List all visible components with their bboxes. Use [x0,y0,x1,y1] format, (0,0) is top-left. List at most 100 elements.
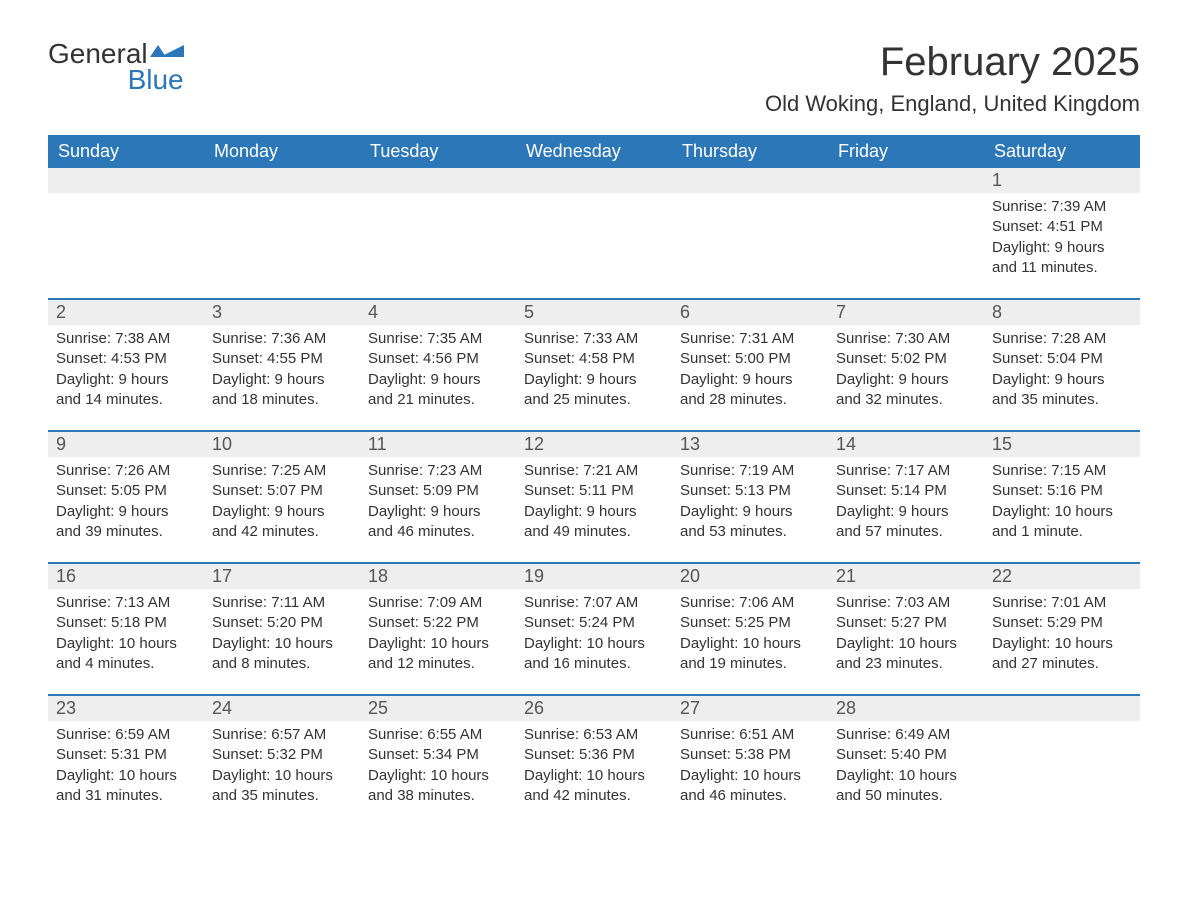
day-number-cell: 12 [516,431,672,457]
weekday-header: Friday [828,135,984,168]
location: Old Woking, England, United Kingdom [765,91,1140,117]
sunset-text: Sunset: 5:05 PM [56,481,196,501]
day-number-cell: 7 [828,299,984,325]
day-details-row: Sunrise: 7:39 AMSunset: 4:51 PMDaylight:… [48,193,1140,299]
sunset-text: Sunset: 5:20 PM [212,613,352,633]
day-number-cell [204,168,360,193]
sunrise-text: Sunrise: 7:03 AM [836,593,976,613]
calendar-table: SundayMondayTuesdayWednesdayThursdayFrid… [48,135,1140,826]
sunset-text: Sunset: 5:29 PM [992,613,1132,633]
sunset-text: Sunset: 5:13 PM [680,481,820,501]
day-detail: Sunrise: 7:09 AMSunset: 5:22 PMDaylight:… [368,593,508,674]
sunrise-text: Sunrise: 7:13 AM [56,593,196,613]
day-number-cell: 1 [984,168,1140,193]
day-number-cell: 6 [672,299,828,325]
daylight-text: Daylight: 9 hours and 25 minutes. [524,370,664,411]
daylight-text: Daylight: 9 hours and 32 minutes. [836,370,976,411]
sunrise-text: Sunrise: 7:17 AM [836,461,976,481]
day-detail: Sunrise: 7:28 AMSunset: 5:04 PMDaylight:… [992,329,1132,410]
sunrise-text: Sunrise: 7:19 AM [680,461,820,481]
day-number-cell: 25 [360,695,516,721]
daylight-text: Daylight: 9 hours and 42 minutes. [212,502,352,543]
daylight-text: Daylight: 10 hours and 1 minute. [992,502,1132,543]
sunset-text: Sunset: 5:22 PM [368,613,508,633]
sunrise-text: Sunrise: 7:31 AM [680,329,820,349]
sunset-text: Sunset: 4:51 PM [992,217,1132,237]
weekday-header: Tuesday [360,135,516,168]
day-detail-cell: Sunrise: 7:19 AMSunset: 5:13 PMDaylight:… [672,457,828,563]
sunrise-text: Sunrise: 7:07 AM [524,593,664,613]
day-number-cell: 26 [516,695,672,721]
day-number-cell: 23 [48,695,204,721]
sunset-text: Sunset: 5:14 PM [836,481,976,501]
day-detail-cell: Sunrise: 6:51 AMSunset: 5:38 PMDaylight:… [672,721,828,826]
day-detail: Sunrise: 7:07 AMSunset: 5:24 PMDaylight:… [524,593,664,674]
daylight-text: Daylight: 9 hours and 35 minutes. [992,370,1132,411]
day-detail: Sunrise: 7:21 AMSunset: 5:11 PMDaylight:… [524,461,664,542]
sunrise-text: Sunrise: 7:30 AM [836,329,976,349]
day-detail: Sunrise: 7:35 AMSunset: 4:56 PMDaylight:… [368,329,508,410]
sunset-text: Sunset: 5:00 PM [680,349,820,369]
day-detail-cell: Sunrise: 7:21 AMSunset: 5:11 PMDaylight:… [516,457,672,563]
sunrise-text: Sunrise: 7:38 AM [56,329,196,349]
day-detail-cell [204,193,360,299]
day-detail-cell: Sunrise: 7:17 AMSunset: 5:14 PMDaylight:… [828,457,984,563]
day-detail-cell: Sunrise: 7:28 AMSunset: 5:04 PMDaylight:… [984,325,1140,431]
daylight-text: Daylight: 9 hours and 14 minutes. [56,370,196,411]
weekday-header: Saturday [984,135,1140,168]
daylight-text: Daylight: 10 hours and 19 minutes. [680,634,820,675]
day-detail-cell: Sunrise: 7:25 AMSunset: 5:07 PMDaylight:… [204,457,360,563]
sunset-text: Sunset: 5:36 PM [524,745,664,765]
day-number-cell: 10 [204,431,360,457]
day-detail-cell: Sunrise: 7:31 AMSunset: 5:00 PMDaylight:… [672,325,828,431]
sunset-text: Sunset: 5:38 PM [680,745,820,765]
day-detail-cell: Sunrise: 7:30 AMSunset: 5:02 PMDaylight:… [828,325,984,431]
day-detail: Sunrise: 6:51 AMSunset: 5:38 PMDaylight:… [680,725,820,806]
daylight-text: Daylight: 10 hours and 46 minutes. [680,766,820,807]
sunset-text: Sunset: 4:53 PM [56,349,196,369]
daylight-text: Daylight: 9 hours and 28 minutes. [680,370,820,411]
sunset-text: Sunset: 5:34 PM [368,745,508,765]
month-title: February 2025 [765,40,1140,85]
sunrise-text: Sunrise: 7:26 AM [56,461,196,481]
day-number-cell: 2 [48,299,204,325]
day-number-cell: 5 [516,299,672,325]
day-number-row: 16171819202122 [48,563,1140,589]
day-detail: Sunrise: 7:39 AMSunset: 4:51 PMDaylight:… [992,197,1132,278]
day-details-row: Sunrise: 6:59 AMSunset: 5:31 PMDaylight:… [48,721,1140,826]
day-detail-cell: Sunrise: 7:07 AMSunset: 5:24 PMDaylight:… [516,589,672,695]
sunrise-text: Sunrise: 7:01 AM [992,593,1132,613]
day-detail-cell: Sunrise: 7:36 AMSunset: 4:55 PMDaylight:… [204,325,360,431]
sunset-text: Sunset: 5:07 PM [212,481,352,501]
logo-word2: Blue [48,66,184,94]
sunset-text: Sunset: 5:24 PM [524,613,664,633]
day-detail: Sunrise: 7:11 AMSunset: 5:20 PMDaylight:… [212,593,352,674]
day-detail: Sunrise: 7:36 AMSunset: 4:55 PMDaylight:… [212,329,352,410]
day-detail-cell: Sunrise: 7:13 AMSunset: 5:18 PMDaylight:… [48,589,204,695]
day-detail-cell: Sunrise: 6:55 AMSunset: 5:34 PMDaylight:… [360,721,516,826]
day-detail-cell: Sunrise: 7:01 AMSunset: 5:29 PMDaylight:… [984,589,1140,695]
sunrise-text: Sunrise: 7:21 AM [524,461,664,481]
day-number-cell: 15 [984,431,1140,457]
sunrise-text: Sunrise: 7:23 AM [368,461,508,481]
day-number-cell: 16 [48,563,204,589]
day-details-row: Sunrise: 7:26 AMSunset: 5:05 PM Daylight:… [48,457,1140,563]
day-detail-cell: Sunrise: 7:35 AMSunset: 4:56 PMDaylight:… [360,325,516,431]
day-number-cell: 19 [516,563,672,589]
daylight-text: Daylight: 10 hours and 31 minutes. [56,766,196,807]
day-number-cell: 24 [204,695,360,721]
day-number-cell: 18 [360,563,516,589]
sunrise-text: Sunrise: 6:55 AM [368,725,508,745]
day-detail: Sunrise: 7:15 AMSunset: 5:16 PMDaylight:… [992,461,1132,542]
sunrise-text: Sunrise: 7:11 AM [212,593,352,613]
daylight-text: Daylight: 9 hours and 46 minutes. [368,502,508,543]
day-number-cell: 11 [360,431,516,457]
weekday-header: Sunday [48,135,204,168]
daylight-text: Daylight: 9 hours and 57 minutes. [836,502,976,543]
daylight-text: Daylight: 10 hours and 42 minutes. [524,766,664,807]
day-details-row: Sunrise: 7:38 AMSunset: 4:53 PMDaylight:… [48,325,1140,431]
day-number-cell: 8 [984,299,1140,325]
sunrise-text: Sunrise: 6:49 AM [836,725,976,745]
sunset-text: Sunset: 5:40 PM [836,745,976,765]
day-detail-cell: Sunrise: 6:57 AMSunset: 5:32 PMDaylight:… [204,721,360,826]
